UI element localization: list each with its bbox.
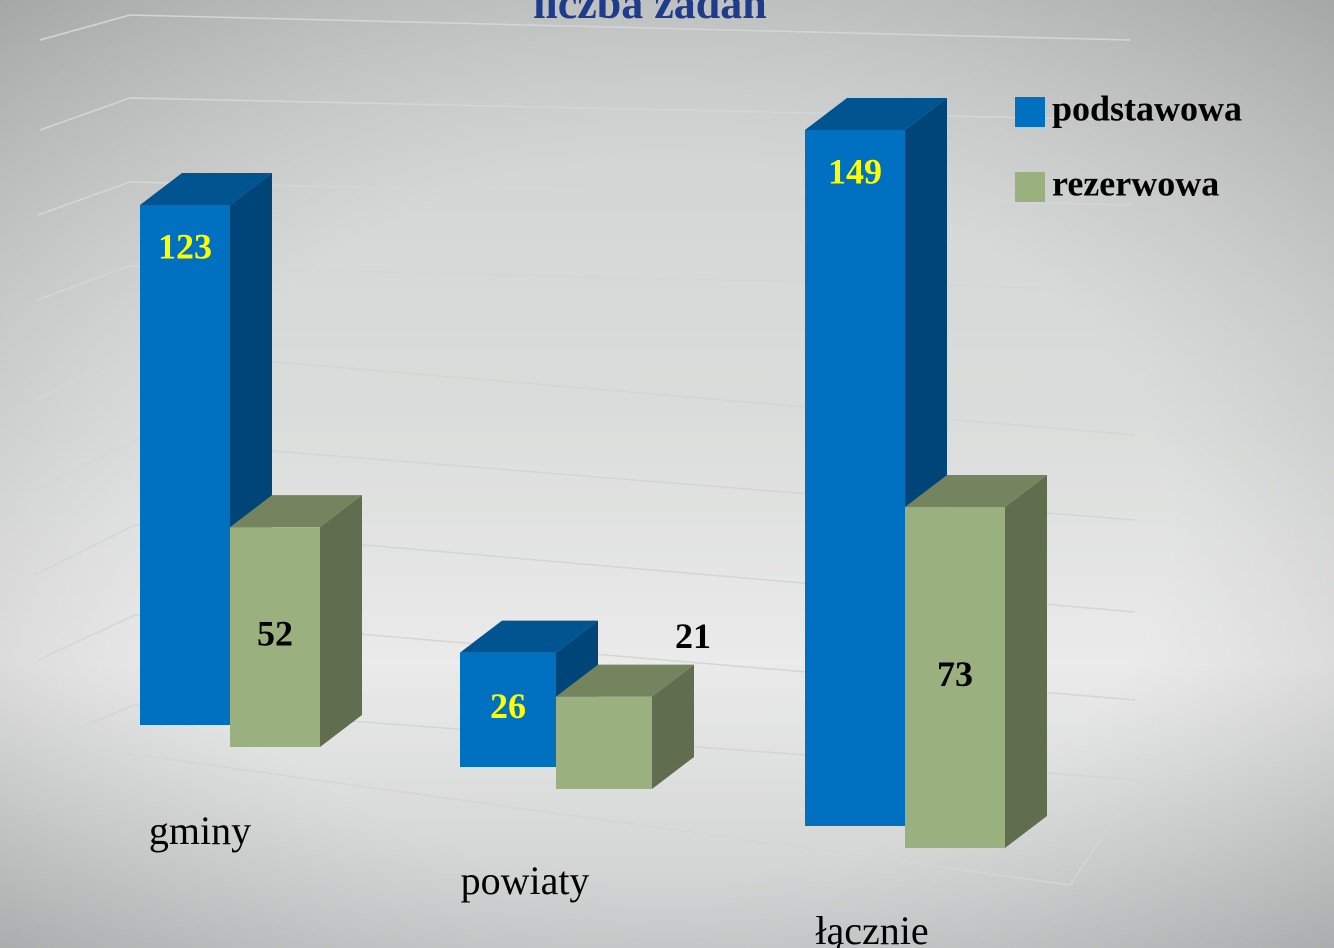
data-label: 149 [828,151,882,191]
page: liczba zadań 123 26 149 52 21 73 podstawowa re… [0,0,1334,948]
legend-label: rezerwowa [1052,163,1219,203]
data-label: 21 [675,616,711,656]
x-tick-label: powiaty [461,858,590,903]
legend-swatch [1015,172,1045,202]
data-label: 73 [937,654,973,694]
bar-side [1005,475,1047,848]
bar [805,130,905,826]
x-tick-label: łącznie [815,908,928,948]
bar-side [320,495,362,747]
bar [556,697,652,789]
legend-swatch [1015,97,1045,127]
data-label: 26 [490,686,526,726]
chart-title: liczba zadań [533,0,766,28]
x-tick-label: gminy [149,808,251,853]
data-label: 52 [257,613,293,653]
legend-label: podstawowa [1052,88,1242,128]
chart: liczba zadań 123 26 149 52 21 73 podstawowa re… [0,0,1334,948]
bar [140,205,230,725]
data-label: 123 [158,226,212,266]
